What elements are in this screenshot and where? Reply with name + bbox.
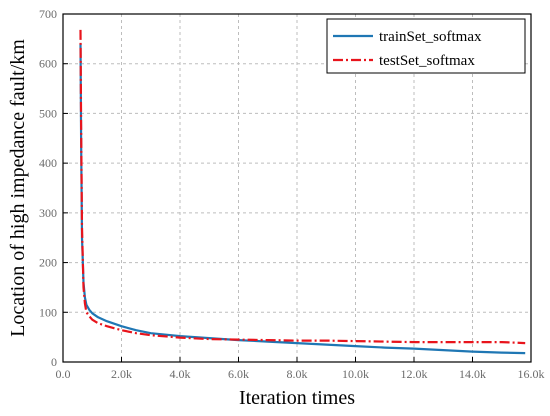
x-tick-label: 2.0k bbox=[111, 367, 132, 381]
series-lines bbox=[79, 29, 526, 355]
series-line-train bbox=[79, 43, 526, 355]
legend-label-test: testSet_softmax bbox=[379, 53, 475, 69]
legend-box bbox=[326, 18, 526, 74]
x-tick-label: 0.0 bbox=[56, 367, 71, 381]
x-tick-label: 14.0k bbox=[459, 367, 486, 381]
y-tick-label: 200 bbox=[39, 256, 57, 270]
y-tick-label: 700 bbox=[39, 7, 57, 21]
y-tick-label: 100 bbox=[39, 305, 57, 319]
legend-label-train: trainSet_softmax bbox=[379, 29, 482, 45]
x-tick-label: 8.0k bbox=[287, 367, 308, 381]
x-tick-label: 6.0k bbox=[228, 367, 249, 381]
grid bbox=[63, 14, 531, 362]
legend: trainSet_softmax testSet_softmax bbox=[326, 18, 526, 74]
x-axis-label: Iteration times bbox=[239, 387, 355, 409]
y-tick-label: 300 bbox=[39, 206, 57, 220]
y-tick-label: 600 bbox=[39, 57, 57, 71]
y-tick-label: 0 bbox=[51, 355, 57, 369]
axis-ticks: 0.0 2.0k 4.0k 6.0k 8.0k 10.0k 12.0k 14.0k 16.0k 0… bbox=[39, 7, 545, 381]
x-tick-label: 12.0k bbox=[401, 367, 428, 381]
series-line-test bbox=[79, 29, 526, 345]
y-tick-label: 500 bbox=[39, 106, 57, 120]
y-axis-label: Location of high impedance fault/km bbox=[7, 39, 29, 337]
x-tick-label: 4.0k bbox=[170, 367, 191, 381]
x-tick-label: 16.0k bbox=[518, 367, 545, 381]
x-tick-label: 10.0k bbox=[342, 367, 369, 381]
y-tick-label: 400 bbox=[39, 156, 57, 170]
